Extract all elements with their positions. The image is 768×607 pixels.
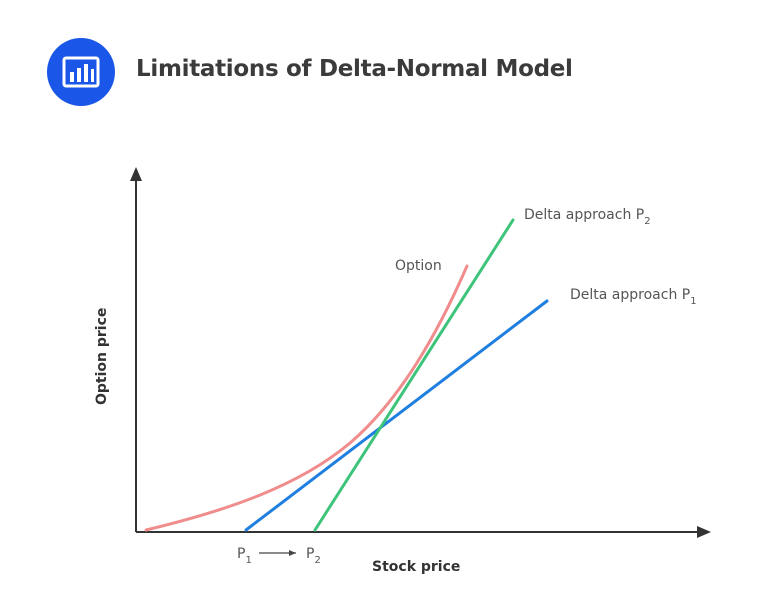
y-axis-title: Option price: [94, 308, 110, 405]
delta-line-p1: [244, 299, 549, 532]
delta-p1-label: Delta approach P1: [570, 287, 697, 307]
header-logo: [47, 38, 115, 106]
p1-marker: P1: [237, 546, 252, 566]
option-label: Option: [395, 258, 442, 274]
x-axis-arrowhead: [697, 526, 711, 538]
p2-marker: P2: [306, 546, 321, 566]
y-axis-arrowhead: [130, 167, 142, 181]
bar-chart-icon: [62, 56, 100, 88]
page-title: Limitations of Delta-Normal Model: [136, 56, 573, 82]
delta-line-p2: [313, 218, 515, 532]
x-axis-title: Stock price: [372, 559, 460, 575]
delta-p2-label: Delta approach P2: [524, 207, 651, 227]
option-curve: [144, 264, 469, 532]
